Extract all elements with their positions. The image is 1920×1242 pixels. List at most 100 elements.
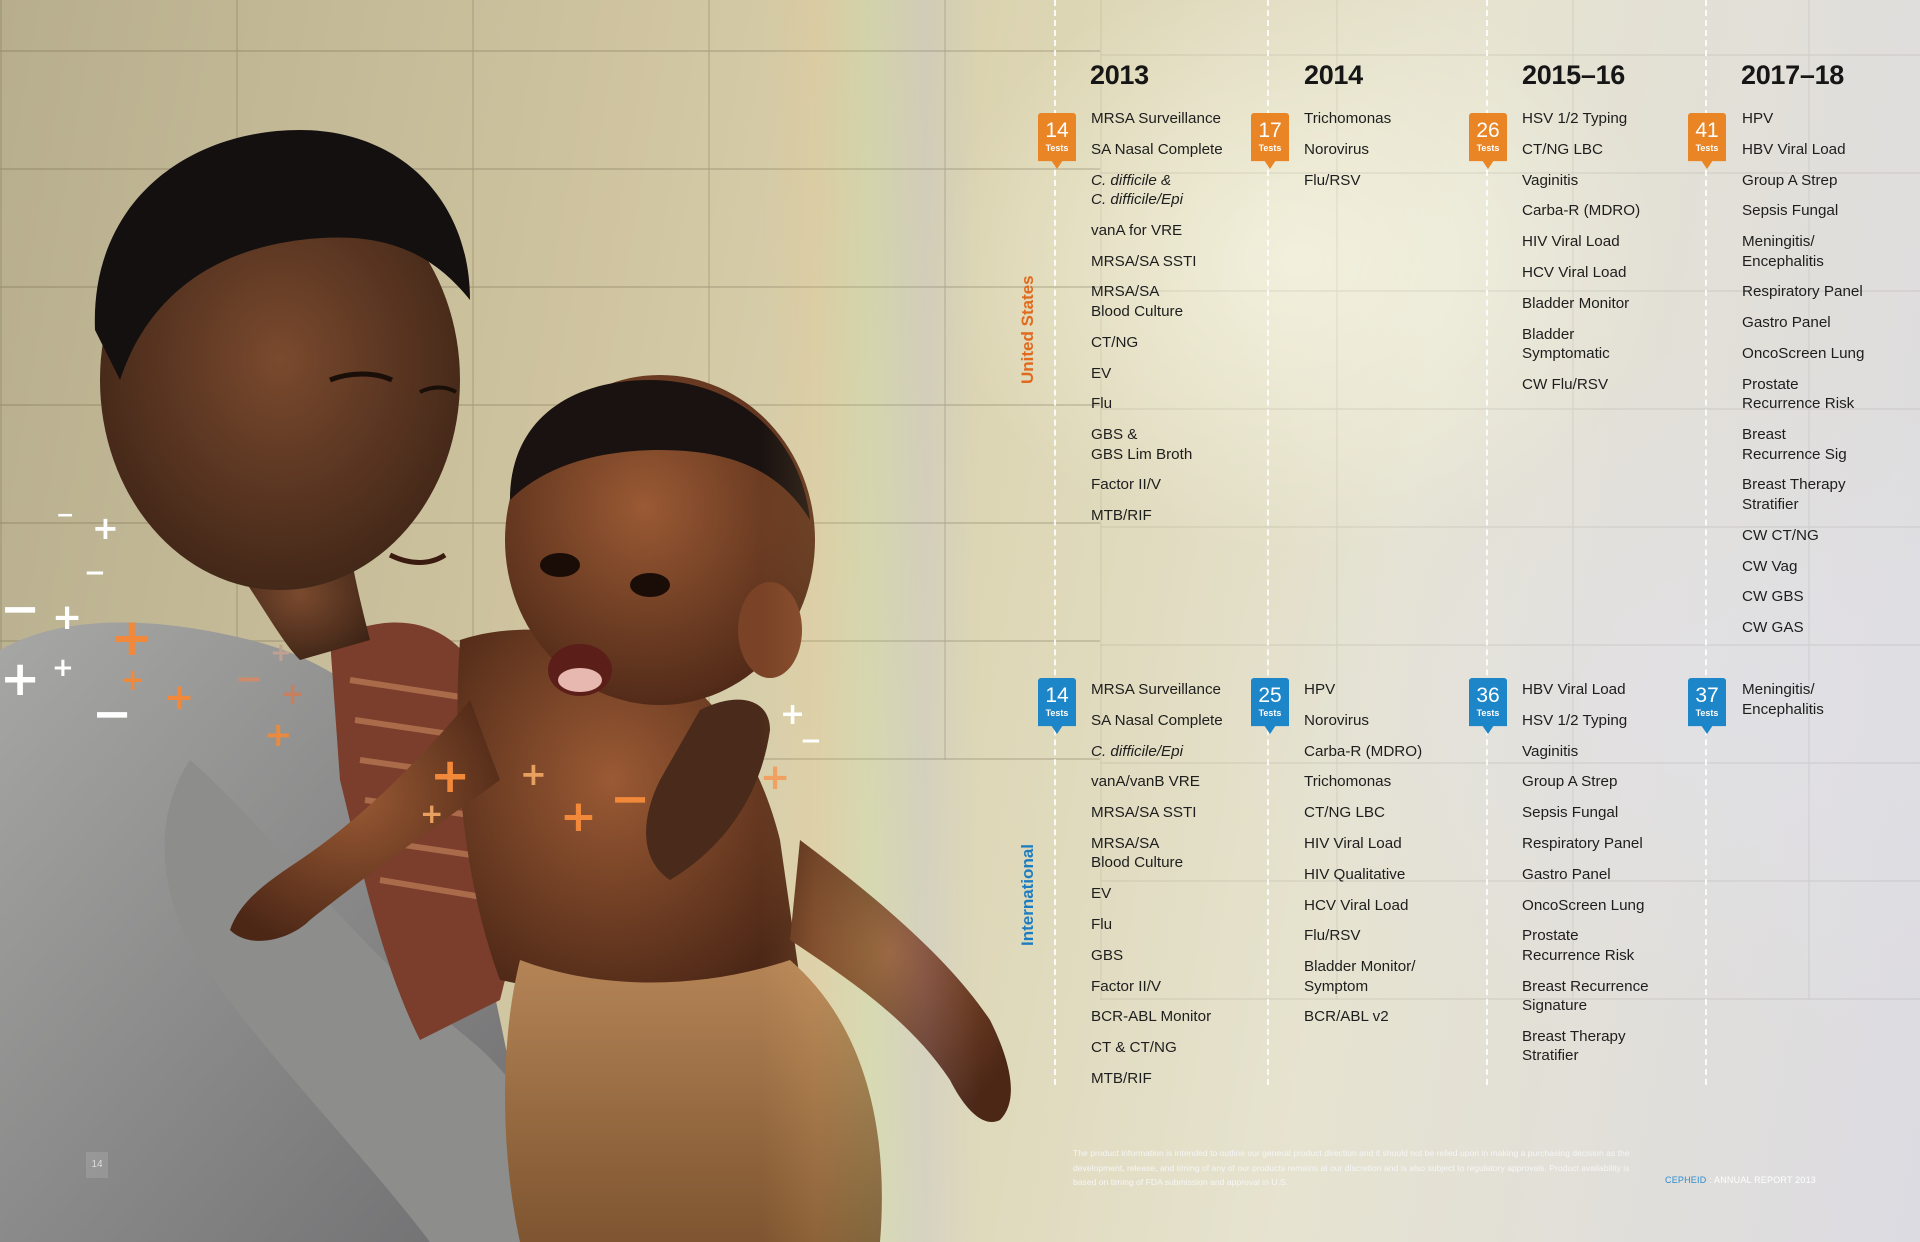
test-item: GBS & GBS Lim Broth [1091, 426, 1193, 463]
test-count-badge: 41 Tests [1688, 113, 1726, 169]
test-item: OncoScreen Lung [1742, 345, 1865, 363]
test-item: Breast Therapy Stratifier [1522, 1027, 1626, 1065]
badge-label: Tests [1045, 143, 1069, 153]
test-item: CT & CT/NG [1091, 1039, 1177, 1057]
test-item: Group A Strep [1522, 773, 1618, 791]
test-item: CW Vag [1742, 557, 1798, 575]
region-label-united-states: United States [1018, 275, 1037, 384]
us-test-list: HSV 1/2 Typing CT/NG LBC Vaginitis Carba-R … [1522, 109, 1722, 406]
test-item: HSV 1/2 Typing [1522, 110, 1628, 127]
international-test-list: MRSA Surveillance SA Nasal Complete C. dif… [1091, 680, 1291, 1100]
test-count-badge: 26 Tests [1469, 113, 1507, 169]
test-item: MRSA/SA Blood Culture [1091, 834, 1184, 872]
test-item: Vaginitis [1522, 171, 1579, 189]
column-divider [1267, 0, 1269, 1085]
test-count: 14 [1045, 684, 1069, 707]
test-count-badge: 17 Tests [1251, 113, 1289, 169]
test-count-badge: 25 Tests [1251, 678, 1289, 734]
badge-label: Tests [1476, 143, 1500, 153]
wall-texture-right [1100, 0, 1920, 1000]
column-divider [1486, 0, 1488, 1085]
international-test-list: HBV Viral Load HSV 1/2 Typing Vaginitis Gro… [1522, 680, 1722, 1077]
test-item: MTB/RIF [1091, 507, 1152, 525]
test-item: MRSA Surveillance [1091, 110, 1221, 127]
test-item: Trichomonas [1304, 773, 1392, 791]
badge-label: Tests [1476, 708, 1500, 718]
test-count-badge: 14 Tests [1038, 678, 1076, 734]
test-item: Flu/RSV [1304, 171, 1361, 189]
test-item: HPV [1304, 681, 1336, 698]
test-item: HBV Viral Load [1522, 681, 1626, 698]
test-item: Sepsis Fungal [1742, 202, 1839, 220]
test-item: MRSA/SA Blood Culture [1091, 283, 1184, 320]
test-item: Gastro Panel [1742, 314, 1831, 332]
test-item: Meningitis/ Encephalitis [1742, 681, 1824, 718]
test-item: HIV Qualitative [1304, 865, 1406, 883]
test-item: HIV Viral Load [1522, 233, 1620, 251]
test-item: CT/NG LBC [1522, 140, 1604, 158]
test-item: SA Nasal Complete [1091, 140, 1223, 158]
test-item: Bladder Monitor [1522, 294, 1630, 312]
disclaimer-text: The product information is intended to o… [1073, 1148, 1630, 1187]
test-item: HSV 1/2 Typing [1522, 711, 1628, 729]
test-item: Gastro Panel [1522, 865, 1611, 883]
test-count-badge: 36 Tests [1469, 678, 1507, 734]
column-divider [1054, 0, 1056, 1085]
test-count: 41 [1695, 119, 1719, 142]
test-item: Respiratory Panel [1522, 834, 1643, 852]
test-item: Carba-R (MDRO) [1304, 742, 1423, 760]
international-test-list: HPV Norovirus Carba-R (MDRO) Trichomonas CT/… [1304, 680, 1504, 1038]
test-item: Flu/RSV [1304, 927, 1361, 945]
test-item: Sepsis Fungal [1522, 804, 1619, 822]
test-item: CW GBS [1742, 588, 1804, 606]
test-item: GBS [1091, 946, 1124, 964]
brand-separator: : [1706, 1175, 1715, 1185]
test-item: Factor II/V [1091, 476, 1162, 494]
test-item: HBV Viral Load [1742, 140, 1846, 158]
test-count: 26 [1476, 119, 1500, 142]
test-item: CW CT/NG [1742, 526, 1819, 544]
test-item: MRSA Surveillance [1091, 681, 1221, 698]
test-item: vanA for VRE [1091, 221, 1183, 239]
brand-name: CEPHEID [1665, 1175, 1707, 1185]
year-heading: 2015–16 [1522, 60, 1626, 90]
badge-label: Tests [1695, 143, 1719, 153]
test-item: CW GAS [1742, 619, 1804, 637]
region-label-international: International [1018, 843, 1037, 946]
test-item: Carba-R (MDRO) [1522, 202, 1641, 220]
year-heading: 2013 [1090, 60, 1149, 90]
test-item: HPV [1742, 110, 1774, 127]
year-heading: 2017–18 [1741, 60, 1845, 90]
test-item: HIV Viral Load [1304, 834, 1402, 852]
test-count: 36 [1476, 684, 1500, 707]
badge-label: Tests [1258, 708, 1282, 718]
us-test-list: Trichomonas Norovirus Flu/RSV [1304, 109, 1504, 201]
test-count: 37 [1695, 684, 1719, 707]
mother-and-child-photo [0, 130, 1011, 1242]
test-item: CW Flu/RSV [1522, 375, 1609, 393]
test-item: MRSA/SA SSTI [1091, 804, 1197, 822]
test-item: Bladder Symptomatic [1522, 325, 1610, 363]
test-item: Prostate Recurrence Risk [1742, 375, 1855, 413]
test-item: Flu [1091, 395, 1113, 413]
badge-label: Tests [1695, 708, 1719, 718]
us-test-list: HPV HBV Viral Load Group A Strep Sepsis Fun… [1742, 109, 1920, 649]
test-item: Respiratory Panel [1742, 283, 1863, 301]
footer-brand: CEPHEID : ANNUAL REPORT 2013 [1665, 1175, 1816, 1185]
test-item: BCR-ABL Monitor [1091, 1008, 1212, 1026]
test-item: Norovirus [1304, 711, 1369, 729]
test-item: vanA/vanB VRE [1091, 773, 1200, 791]
test-item: Prostate Recurrence Risk [1522, 927, 1635, 964]
test-item: CT/NG [1091, 333, 1139, 351]
test-item: SA Nasal Complete [1091, 711, 1223, 729]
test-item: MRSA/SA SSTI [1091, 252, 1197, 270]
test-item: Breast Recurrence Sig [1742, 426, 1847, 463]
test-item: Group A Strep [1742, 171, 1838, 189]
report-title: ANNUAL REPORT 2013 [1714, 1175, 1817, 1185]
test-item: Breast Recurrence Signature [1522, 977, 1649, 1015]
test-item: EV [1091, 364, 1112, 382]
test-item: Vaginitis [1522, 742, 1579, 760]
light-flare [760, 0, 980, 1242]
us-test-list: MRSA Surveillance SA Nasal Complete C. dif… [1091, 109, 1291, 537]
